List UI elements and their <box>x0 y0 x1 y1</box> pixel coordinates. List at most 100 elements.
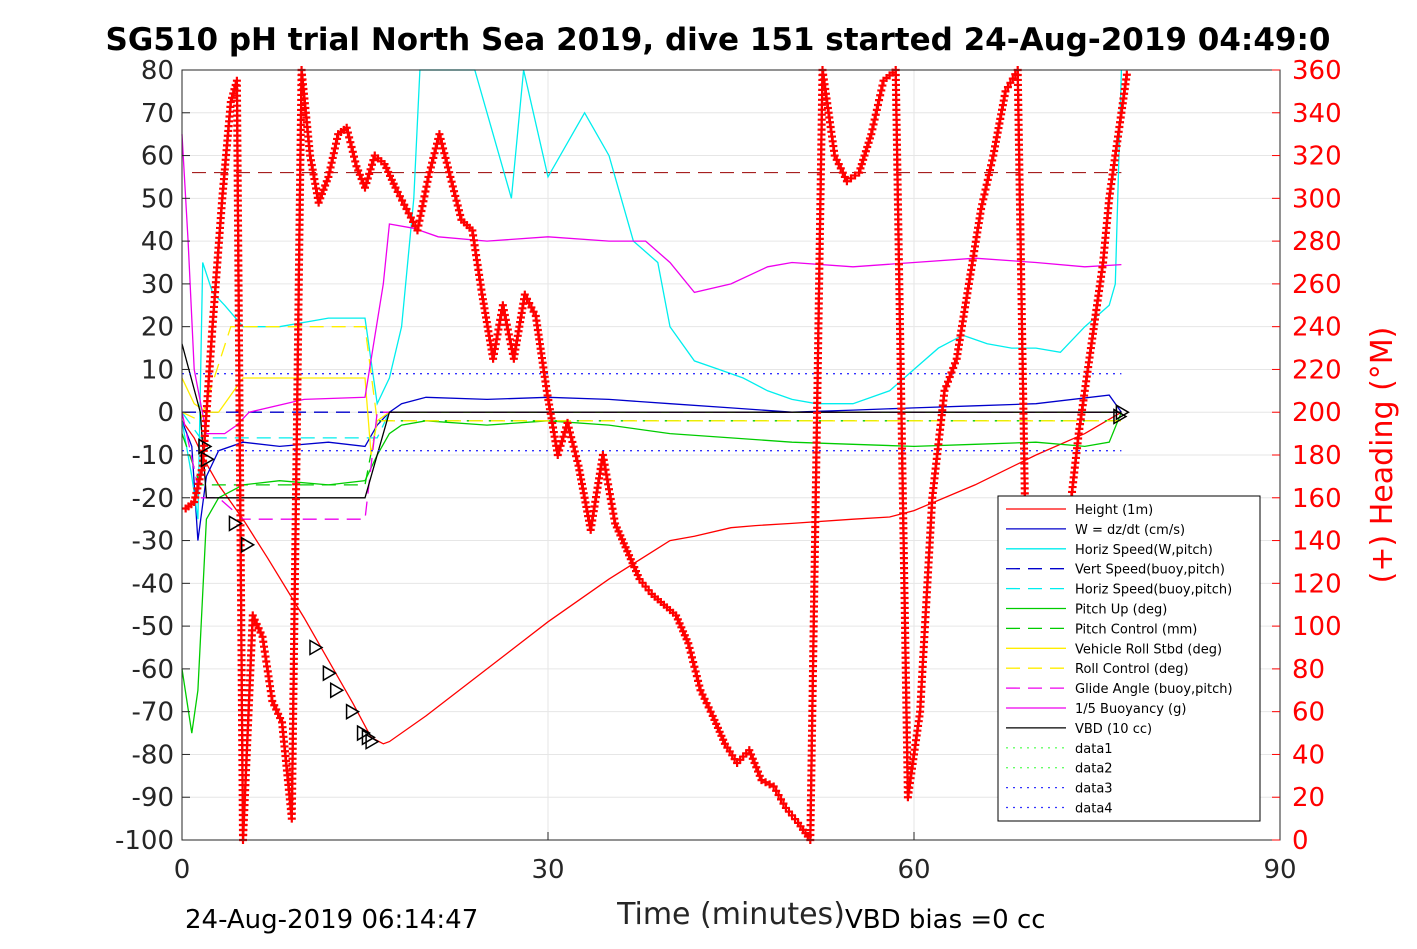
heading-point <box>428 158 437 167</box>
heading-point <box>322 177 331 186</box>
heading-point <box>573 456 582 465</box>
heading-point <box>949 363 958 372</box>
heading-point <box>400 200 409 209</box>
vbd-marker <box>361 729 376 746</box>
heading-point <box>435 130 444 139</box>
heading-point <box>836 164 845 173</box>
heading-point <box>875 96 884 105</box>
heading-point <box>529 307 538 316</box>
heading-point <box>838 168 847 177</box>
vbd-marker <box>200 450 215 468</box>
heading-point <box>567 433 576 442</box>
heading-point <box>454 206 463 215</box>
heading-point <box>851 171 860 180</box>
heading-point <box>870 115 879 124</box>
right-tick-label: 0 <box>1292 826 1309 856</box>
right-tick-label: 340 <box>1292 99 1342 129</box>
heading-point <box>366 165 375 174</box>
heading-point <box>553 451 562 459</box>
heading-point <box>316 194 325 203</box>
y-tick-label: 50 <box>141 184 174 214</box>
heading-point <box>840 172 849 181</box>
heading-point <box>940 386 949 395</box>
heading-point <box>361 183 369 192</box>
right-tick-label: 100 <box>1292 612 1342 642</box>
heading-point <box>520 290 529 299</box>
heading-point <box>830 151 839 160</box>
right-tick-label: 300 <box>1292 184 1342 214</box>
right-tick-label: 260 <box>1292 270 1342 300</box>
heading-point <box>228 93 237 102</box>
heading-point <box>369 156 378 165</box>
right-tick-label: 360 <box>1292 56 1342 86</box>
heading-point <box>354 166 363 175</box>
heading-point <box>846 174 855 183</box>
heading-point <box>859 155 868 164</box>
heading-point <box>393 187 402 196</box>
heading-point <box>698 690 707 699</box>
heading-point <box>981 185 990 194</box>
legend-box <box>997 495 1261 822</box>
legend-label-15: data3 <box>1075 782 1113 797</box>
y-tick-label: 10 <box>141 355 174 385</box>
heading-point <box>523 294 532 303</box>
heading-point <box>451 191 460 200</box>
y-tick-label: -60 <box>132 655 174 685</box>
heading-point <box>873 101 882 109</box>
vbd-marker <box>329 681 345 699</box>
heading-point <box>442 158 451 167</box>
y-tick-label: 70 <box>141 99 174 129</box>
heading-point <box>439 144 448 153</box>
heading-point <box>319 185 328 194</box>
heading-point <box>272 705 281 714</box>
right-tick-label: 60 <box>1292 698 1325 728</box>
heading-point <box>348 147 357 156</box>
heading-point <box>557 437 566 446</box>
heading-point <box>556 441 565 450</box>
heading-point <box>757 776 766 785</box>
heading-point <box>988 156 997 165</box>
heading-point <box>362 179 371 188</box>
heading-point <box>252 619 261 628</box>
heading-point <box>452 196 461 205</box>
series-line-3 <box>181 69 1123 520</box>
heading-point <box>555 446 564 455</box>
series-line-12 <box>181 343 1122 499</box>
heading-point <box>982 180 991 189</box>
heading-point <box>317 190 326 199</box>
heading-point <box>1008 74 1017 83</box>
x-tick-label: 0 <box>174 855 191 885</box>
heading-point <box>365 169 374 178</box>
right-tick-label: 240 <box>1292 313 1342 343</box>
heading-point <box>367 160 376 169</box>
heading-point <box>450 187 459 196</box>
vbd-marker <box>228 515 243 532</box>
heading-point <box>436 134 445 143</box>
heading-point <box>398 196 407 205</box>
heading-point <box>429 153 438 162</box>
heading-point <box>395 192 404 201</box>
heading-point <box>689 658 698 667</box>
heading-point <box>564 423 573 432</box>
legend-label-7: Pitch Control (mm) <box>1075 622 1197 637</box>
heading-point <box>409 217 418 226</box>
right-tick-label: 20 <box>1292 783 1325 813</box>
vbd-marker <box>322 664 337 682</box>
heading-point <box>404 209 413 218</box>
heading-point <box>876 91 885 100</box>
heading-point <box>559 432 568 441</box>
heading-point <box>878 81 887 90</box>
y-tick-label: -80 <box>132 740 174 770</box>
heading-point <box>774 791 783 800</box>
heading-point <box>1122 70 1131 79</box>
heading-point <box>747 750 756 759</box>
heading-point <box>254 624 263 633</box>
heading-point <box>565 428 574 437</box>
heading-point <box>446 172 455 181</box>
heading-point <box>690 662 699 671</box>
heading-point <box>437 139 446 148</box>
heading-point <box>250 615 259 624</box>
heading-point <box>314 198 323 207</box>
heading-point <box>834 160 843 169</box>
heading-point <box>777 795 786 804</box>
